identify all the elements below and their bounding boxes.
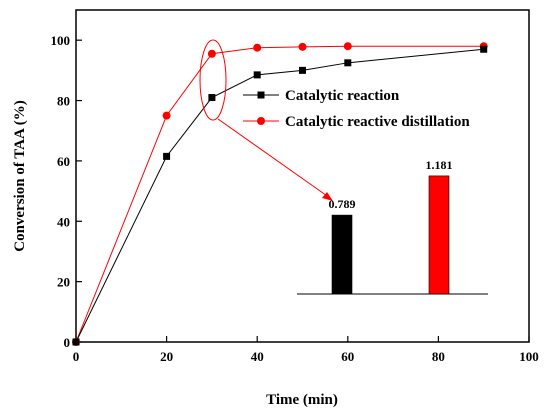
x-tick-label: 80 <box>432 349 445 364</box>
legend-marker <box>257 91 265 99</box>
plot-frame <box>75 9 530 343</box>
inset-bar-chart: 0.789 1.181 <box>297 158 488 295</box>
data-point <box>480 45 488 53</box>
y-tick-label: 100 <box>51 33 71 48</box>
x-tick-label: 100 <box>519 349 539 364</box>
data-point <box>299 66 306 74</box>
series-line <box>75 45 484 343</box>
callout-arrow-line <box>217 118 331 199</box>
data-point <box>208 94 216 102</box>
y-tick-label: 20 <box>57 275 70 290</box>
x-tick-label: 20 <box>160 349 173 364</box>
inset-bar-value-label: 0.789 <box>329 197 356 211</box>
data-point <box>253 43 262 52</box>
legend: Catalytic reaction Catalytic reactive dis… <box>243 88 470 130</box>
inset-bar <box>428 175 450 295</box>
x-tick-label: 60 <box>341 349 354 364</box>
data-point <box>343 42 352 51</box>
zoom-annotation <box>199 39 333 201</box>
data-point <box>253 71 261 79</box>
y-tick-label: 0 <box>64 335 71 350</box>
data-point <box>162 111 171 120</box>
callout-arrowhead <box>322 192 333 201</box>
x-axis-label: Time (min) <box>266 392 338 408</box>
data-point <box>207 49 216 58</box>
legend-label: Catalytic reactive distillation <box>285 114 470 130</box>
series-layer <box>72 42 488 346</box>
data-point <box>344 59 352 67</box>
data-point <box>72 338 80 346</box>
y-tick-label: 80 <box>57 94 70 109</box>
axis-ticks: 0 20 40 60 80 100 0 20 40 60 80 100 <box>51 33 539 364</box>
data-point <box>298 42 307 51</box>
y-tick-label: 40 <box>57 214 70 229</box>
highlight-ellipse <box>199 39 227 121</box>
x-tick-label: 40 <box>251 349 264 364</box>
x-tick-label: 0 <box>73 349 80 364</box>
y-axis-label: Conversion of TAA (%) <box>12 100 28 252</box>
data-point <box>163 152 171 160</box>
inset-bar <box>331 214 353 295</box>
legend-label: Catalytic reaction <box>285 88 400 104</box>
legend-marker <box>257 117 265 125</box>
series-line <box>75 48 484 343</box>
y-tick-label: 60 <box>57 154 70 169</box>
inset-bar-value-label: 1.181 <box>426 158 453 172</box>
